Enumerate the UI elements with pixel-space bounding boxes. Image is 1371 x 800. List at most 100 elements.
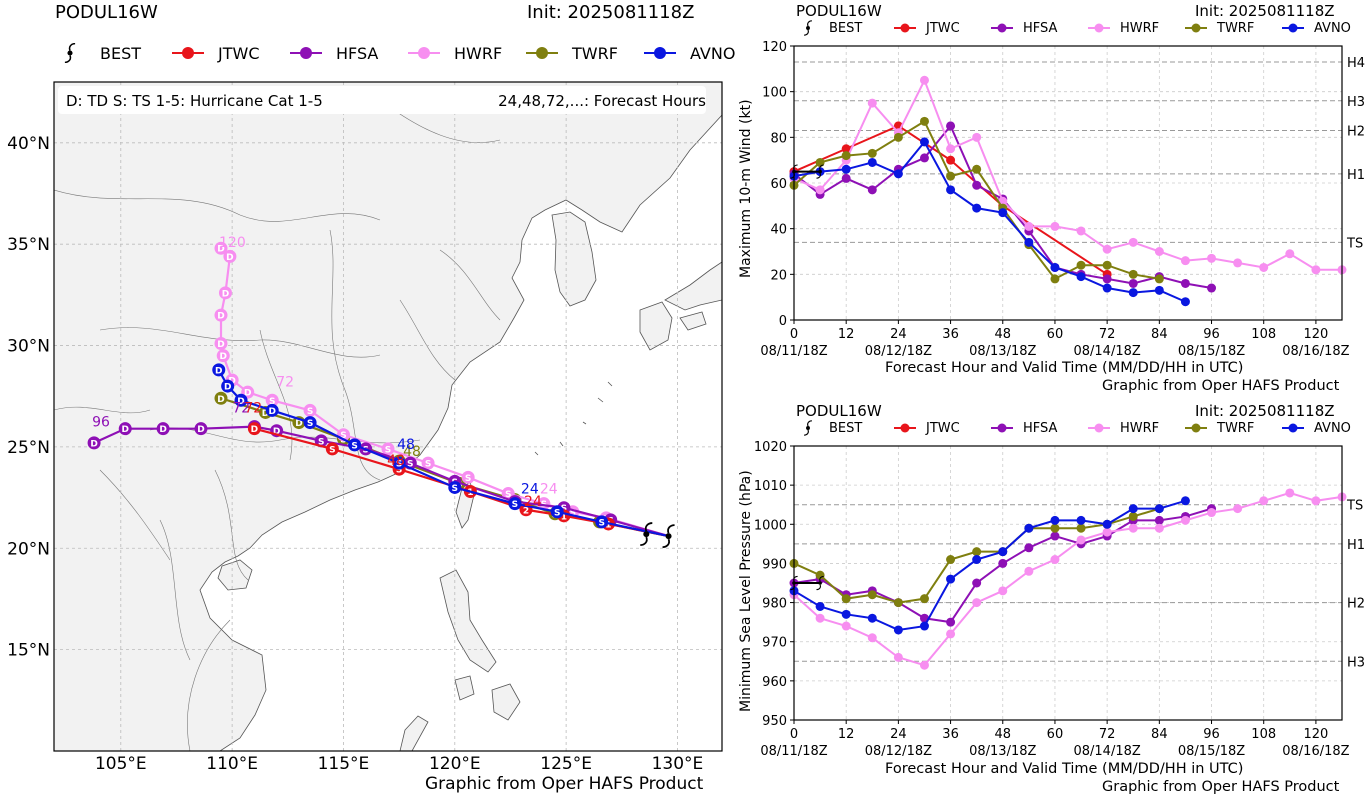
y-tick-label: 1010 [754, 479, 787, 494]
data-point [1102, 244, 1112, 254]
track-point [325, 442, 339, 456]
series-hwrf [789, 488, 1347, 670]
best-track-hurricane-icon [640, 522, 653, 546]
data-point [998, 586, 1008, 596]
forecast-hour-label: 24 [521, 482, 539, 498]
track-point-mark: D [251, 425, 258, 435]
date-tick-label: 08/12/18Z [865, 344, 932, 359]
pres-legend-item-best: BEST [795, 420, 862, 436]
map-lon-label: 105°E [95, 754, 147, 774]
pres-legend-item-avno: AVNO [1280, 420, 1351, 436]
x-tick-label: 36 [942, 727, 959, 742]
map-lon-label: 120°E [429, 754, 481, 774]
track-point [216, 349, 230, 363]
track-point [550, 505, 564, 519]
data-point [946, 617, 956, 627]
track-point-mark: D [90, 439, 97, 449]
y-tick-label: 0 [779, 314, 787, 329]
x-tick-label: 60 [1047, 327, 1064, 342]
data-point [998, 558, 1008, 568]
data-point [1024, 523, 1034, 533]
data-point [1076, 515, 1086, 525]
pres-xlabel: Forecast Hour and Valid Time (MM/DD/HH i… [885, 761, 1244, 777]
track-point [595, 515, 609, 529]
y-tick-label: 120 [762, 40, 787, 55]
forecast-tracks: SSSSSSDDDSSSSSSSSSSDDDDDDDDSSSSSSSDDDDDD… [87, 235, 675, 549]
data-point [946, 185, 956, 195]
legend-marker-icon [1282, 23, 1304, 33]
y-tick-label: 960 [762, 675, 787, 690]
wind-legend-label: JTWC [926, 20, 960, 36]
map-lat-label: 25°N [7, 438, 50, 458]
track-point-mark: D [295, 419, 302, 429]
data-point [919, 621, 929, 631]
pres-legend-label: BEST [829, 420, 863, 436]
track-point-mark: D [273, 427, 280, 437]
track-point-mark: D [268, 407, 275, 417]
track-point-mark: S [407, 460, 413, 470]
data-point [1180, 278, 1190, 288]
track-point [265, 403, 279, 417]
data-point [1285, 249, 1295, 259]
wind-legend-label: HFSA [1023, 20, 1058, 36]
forecast-hour-label: 24 [524, 494, 542, 510]
legend-marker-icon [290, 47, 322, 59]
forecast-hour-label: 120 [219, 235, 246, 251]
y-tick-label: 980 [762, 597, 787, 612]
track-point-mark: S [505, 490, 511, 500]
map-legend-label: JTWC [218, 43, 260, 63]
track-point [392, 456, 406, 470]
x-tick-label: 48 [994, 327, 1011, 342]
date-tick-label: 08/16/18Z [1282, 744, 1349, 759]
data-point [893, 652, 903, 662]
category-label: TS [1346, 236, 1363, 251]
forecast-hour-label: 48 [403, 444, 421, 460]
track-point-mark: 1 [467, 488, 473, 498]
x-tick-label: 12 [838, 327, 855, 342]
data-point [972, 132, 982, 142]
x-tick-label: 48 [994, 727, 1011, 742]
y-tick-label: 20 [770, 268, 787, 283]
category-label: H1 [1347, 168, 1365, 183]
forecast-hour-label: 48 [397, 437, 415, 453]
track-point [214, 337, 228, 351]
track-point [118, 422, 132, 436]
track-point [223, 249, 237, 263]
data-point [946, 574, 956, 584]
category-label: TS [1346, 499, 1363, 514]
data-point [1180, 496, 1190, 506]
track-point-mark: S [269, 397, 275, 407]
data-point [1102, 519, 1112, 529]
philippines-mindoro [454, 675, 475, 701]
data-point [1050, 515, 1060, 525]
japan-honshu [664, 261, 722, 311]
legend-marker-icon [408, 47, 440, 59]
map-axis-labels: 105°E 110°E 115°E 120°E 125°E 130°E 40°N 35°N 30… [7, 134, 703, 774]
best-hurricane-icon [816, 575, 824, 591]
track-map: SSSSSSDDDSSSSSSSSSSDDDDDDDDSSSSSSSDDDDDD… [7, 81, 723, 774]
data-point [893, 132, 903, 142]
track-point-mark: S [329, 445, 335, 455]
track-point-mark: D [217, 395, 224, 405]
data-point [1154, 515, 1164, 525]
palawan [399, 715, 429, 751]
data-point [1311, 265, 1321, 275]
data-point [815, 570, 825, 580]
hurricane-symbol [804, 420, 812, 436]
data-point [1233, 258, 1243, 268]
date-tick-label: 08/14/18Z [1073, 344, 1140, 359]
data-point [867, 633, 877, 643]
data-point [841, 173, 851, 183]
map-frame [53, 81, 723, 752]
x-tick-label: 84 [1151, 327, 1168, 342]
series-line-hwrf [793, 491, 1343, 667]
forecast-hour-label: 72 [276, 374, 294, 390]
track-point-mark: S [385, 445, 391, 455]
pressure-chart: 0 12 24 36 48 60 72 84 96 108 120 08/11/18Z 08/12/18… [754, 440, 1365, 759]
y-tick-label: 60 [770, 177, 787, 192]
legend-marker-icon [1088, 23, 1110, 33]
data-point [1076, 260, 1086, 270]
data-point [1076, 523, 1086, 533]
data-point [1285, 488, 1295, 498]
